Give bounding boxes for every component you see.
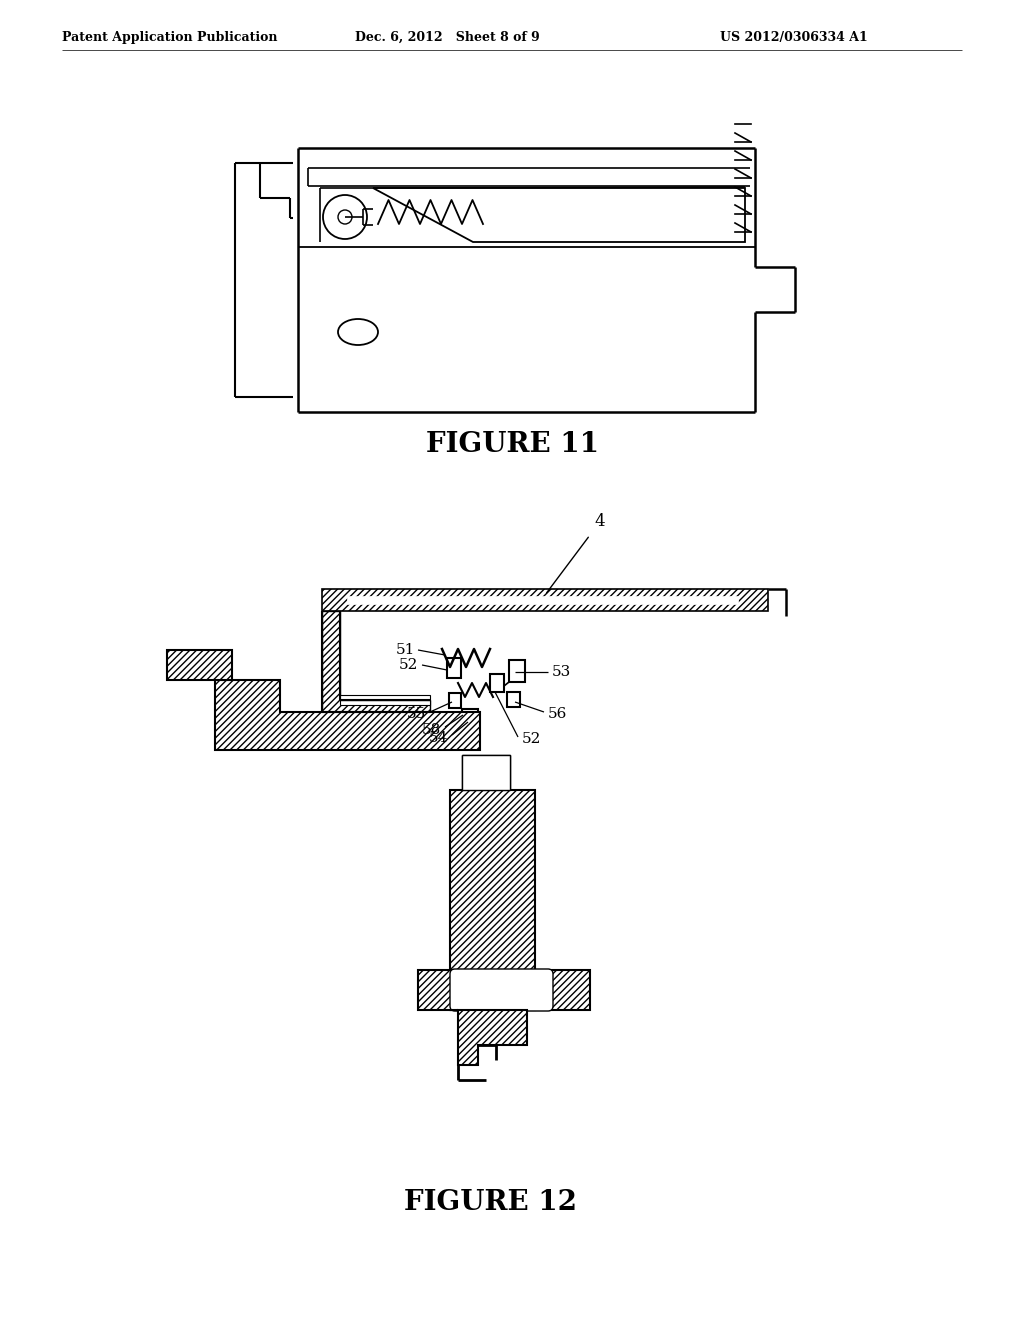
Polygon shape <box>418 970 590 1010</box>
Text: 58: 58 <box>422 723 441 737</box>
Bar <box>509 660 525 682</box>
Text: 4: 4 <box>594 513 604 531</box>
Bar <box>462 755 510 789</box>
Text: 55: 55 <box>407 708 426 721</box>
Circle shape <box>338 210 352 224</box>
Bar <box>347 597 738 605</box>
Polygon shape <box>458 1010 527 1065</box>
Bar <box>449 693 461 708</box>
Text: FIGURE 12: FIGURE 12 <box>403 1188 577 1216</box>
FancyBboxPatch shape <box>450 969 553 1011</box>
Polygon shape <box>167 649 232 680</box>
Bar <box>455 974 543 1006</box>
Text: 52: 52 <box>522 733 542 746</box>
Bar <box>447 657 461 678</box>
Text: 54: 54 <box>429 731 449 744</box>
Text: 53: 53 <box>552 665 571 678</box>
Text: Patent Application Publication: Patent Application Publication <box>62 30 278 44</box>
Text: Dec. 6, 2012   Sheet 8 of 9: Dec. 6, 2012 Sheet 8 of 9 <box>355 30 540 44</box>
Text: 52: 52 <box>398 657 418 672</box>
Text: 51: 51 <box>395 643 415 657</box>
Text: FIGURE 11: FIGURE 11 <box>426 432 598 458</box>
Bar <box>322 589 768 611</box>
Bar <box>462 755 510 789</box>
Text: 56: 56 <box>548 708 567 721</box>
Bar <box>507 692 520 708</box>
Polygon shape <box>450 789 535 1010</box>
Bar <box>340 696 430 705</box>
Bar <box>462 709 478 722</box>
Polygon shape <box>215 680 480 750</box>
Text: US 2012/0306334 A1: US 2012/0306334 A1 <box>720 30 867 44</box>
Bar <box>490 675 504 692</box>
Bar <box>462 755 510 789</box>
Polygon shape <box>322 611 430 711</box>
